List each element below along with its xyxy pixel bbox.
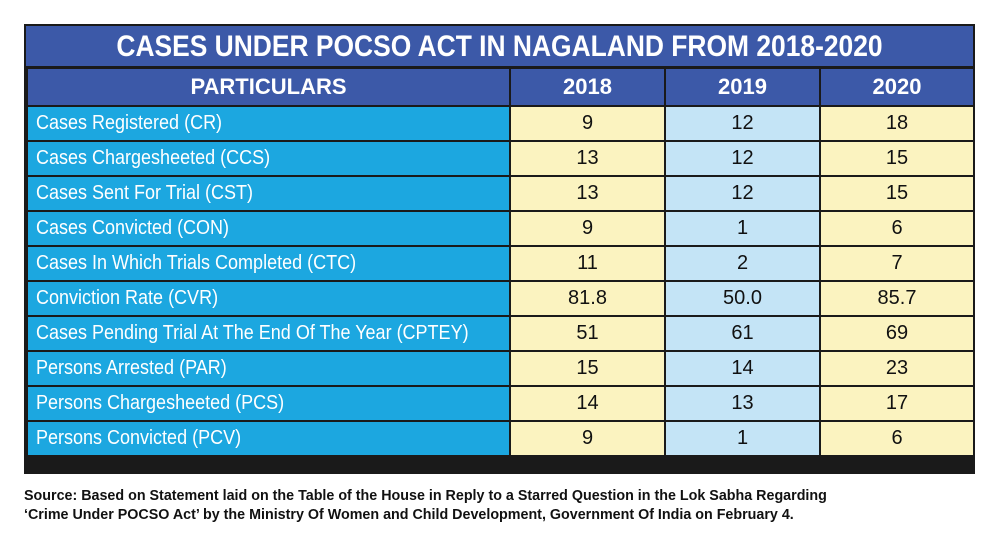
header-year-2019: 2019 [664, 67, 821, 107]
cell-2019: 61 [664, 315, 821, 352]
cell-2018: 9 [509, 105, 666, 142]
table-frame: CASES UNDER POCSO ACT IN NAGALAND FROM 2… [24, 24, 975, 474]
row-label-text: Cases Pending Trial At The End Of The Ye… [36, 322, 469, 344]
row-label: Conviction Rate (CVR) [26, 280, 511, 317]
cell-2020: 85.7 [819, 280, 975, 317]
row-label-text: Cases Sent For Trial (CST) [36, 182, 254, 204]
cell-2019: 1 [664, 420, 821, 457]
table-row: Cases Convicted (CON) 9 1 6 [26, 210, 975, 247]
cell-2019: 13 [664, 385, 821, 422]
cell-2018: 15 [509, 350, 666, 387]
cell-2020: 15 [819, 175, 975, 212]
table-row: Persons Arrested (PAR) 15 14 23 [26, 350, 975, 387]
row-label: Persons Arrested (PAR) [26, 350, 511, 387]
source-line-1: Source: Based on Statement laid on the T… [24, 488, 827, 504]
source-note: Source: Based on Statement laid on the T… [24, 487, 979, 525]
source-line-2: ‘Crime Under POCSO Act’ by the Ministry … [24, 507, 794, 523]
cell-2018: 9 [509, 420, 666, 457]
table-row: Persons Chargesheeted (PCS) 14 13 17 [26, 385, 975, 422]
table-row: Cases Chargesheeted (CCS) 13 12 15 [26, 140, 975, 177]
cell-2018: 9 [509, 210, 666, 247]
header-row: PARTICULARS 2018 2019 2020 [26, 67, 975, 107]
row-label-text: Persons Chargesheeted (PCS) [36, 392, 285, 414]
cell-2020: 6 [819, 210, 975, 247]
cell-2020: 6 [819, 420, 975, 457]
cell-2018: 13 [509, 140, 666, 177]
row-label-text: Persons Convicted (PCV) [36, 427, 242, 449]
cell-2020: 7 [819, 245, 975, 282]
cell-2018: 11 [509, 245, 666, 282]
row-label-text: Cases In Which Trials Completed (CTC) [36, 252, 357, 274]
cell-2020: 23 [819, 350, 975, 387]
row-label-text: Cases Chargesheeted (CCS) [36, 147, 271, 169]
header-year-2020: 2020 [819, 67, 975, 107]
row-label-text: Cases Registered (CR) [36, 112, 223, 134]
cell-2019: 12 [664, 175, 821, 212]
cell-2018: 81.8 [509, 280, 666, 317]
cell-2019: 12 [664, 140, 821, 177]
cell-2020: 17 [819, 385, 975, 422]
cell-2019: 12 [664, 105, 821, 142]
row-label: Cases Registered (CR) [26, 105, 511, 142]
row-label-text: Cases Convicted (CON) [36, 217, 230, 239]
header-particulars: PARTICULARS [26, 67, 511, 107]
row-label: Cases Convicted (CON) [26, 210, 511, 247]
row-label-text: Persons Arrested (PAR) [36, 357, 227, 379]
row-label: Persons Chargesheeted (PCS) [26, 385, 511, 422]
cell-2018: 14 [509, 385, 666, 422]
table-row: Cases Pending Trial At The End Of The Ye… [26, 315, 975, 352]
pocso-table: PARTICULARS 2018 2019 2020 Cases Registe… [26, 67, 975, 457]
cell-2019: 14 [664, 350, 821, 387]
table-row: Cases Registered (CR) 9 12 18 [26, 105, 975, 142]
cell-2018: 51 [509, 315, 666, 352]
row-label: Cases In Which Trials Completed (CTC) [26, 245, 511, 282]
table-body: Cases Registered (CR) 9 12 18 Cases Chargesh… [26, 105, 975, 457]
cell-2019: 1 [664, 210, 821, 247]
row-label: Cases Chargesheeted (CCS) [26, 140, 511, 177]
cell-2020: 69 [819, 315, 975, 352]
cell-2020: 18 [819, 105, 975, 142]
row-label: Persons Convicted (PCV) [26, 420, 511, 457]
table-row: Persons Convicted (PCV) 9 1 6 [26, 420, 975, 457]
row-label-text: Conviction Rate (CVR) [36, 287, 219, 309]
row-label: Cases Sent For Trial (CST) [26, 175, 511, 212]
cell-2019: 50.0 [664, 280, 821, 317]
cell-2018: 13 [509, 175, 666, 212]
table-row: Conviction Rate (CVR) 81.8 50.0 85.7 [26, 280, 975, 317]
table-row: Cases Sent For Trial (CST) 13 12 15 [26, 175, 975, 212]
table-title: CASES UNDER POCSO ACT IN NAGALAND FROM 2… [82, 26, 917, 66]
header-year-2018: 2018 [509, 67, 666, 107]
row-label: Cases Pending Trial At The End Of The Ye… [26, 315, 511, 352]
cell-2020: 15 [819, 140, 975, 177]
cell-2019: 2 [664, 245, 821, 282]
table-row: Cases In Which Trials Completed (CTC) 11 2… [26, 245, 975, 282]
